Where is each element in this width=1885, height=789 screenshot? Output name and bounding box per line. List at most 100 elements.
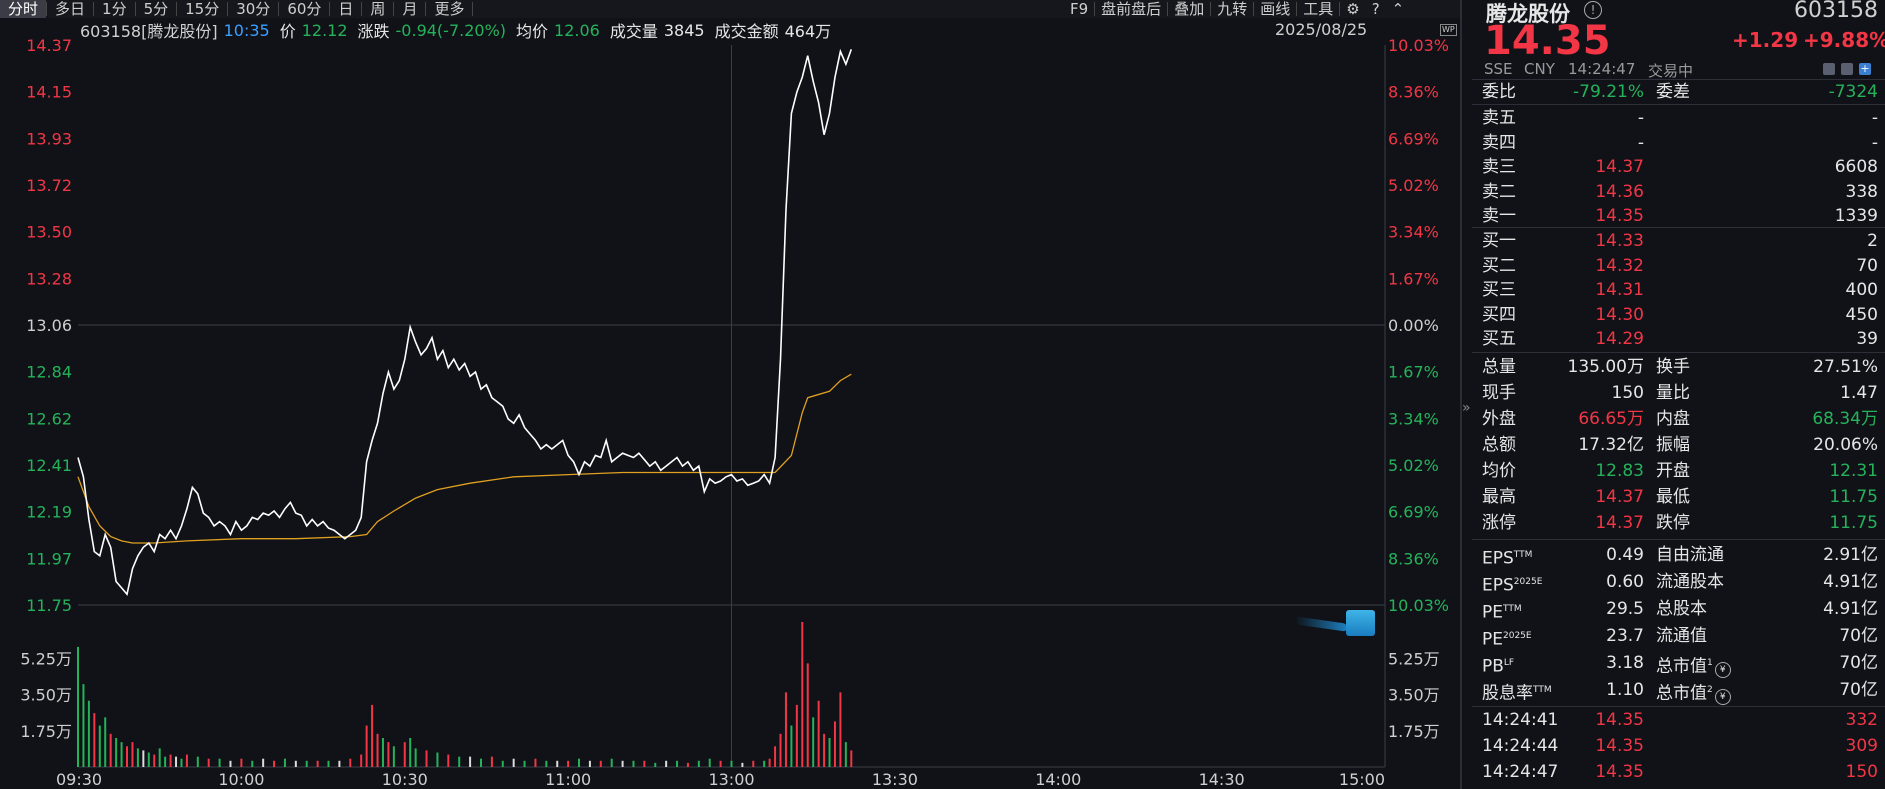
- plus-icon[interactable]: +: [1859, 62, 1871, 75]
- ask-volume: 6608: [1834, 157, 1878, 177]
- stats-row: 涨停 14.37 跌停 11.75: [1480, 511, 1882, 536]
- tick-volume: 150: [1845, 762, 1878, 782]
- period-tab-10[interactable]: 更多: [434, 0, 465, 18]
- fund-value: 1.10: [1606, 680, 1644, 700]
- bid-price: 14.30: [1595, 304, 1644, 325]
- ask-row[interactable]: 卖五 - -: [1480, 106, 1882, 131]
- bid-row[interactable]: 买三 14.31 400: [1480, 278, 1882, 303]
- wp-badge[interactable]: WP: [1440, 24, 1457, 36]
- cursor-vol: 3845: [663, 20, 705, 40]
- stat-label: 外盘: [1482, 409, 1516, 429]
- period-tab-9[interactable]: 月: [402, 0, 418, 18]
- ask-row[interactable]: 卖四 - -: [1480, 131, 1882, 156]
- ask-row[interactable]: 卖三 14.37 6608: [1480, 155, 1882, 180]
- period-tab-6[interactable]: 60分: [287, 0, 322, 18]
- period-tab-8[interactable]: 周: [370, 0, 386, 18]
- stat-label: 换手: [1656, 357, 1690, 377]
- ask-row[interactable]: 卖一 14.35 1339: [1480, 204, 1882, 229]
- ask-price: 14.36: [1595, 181, 1644, 202]
- intraday-chart[interactable]: 14.37 14.15 13.93 13.72 13.50 13.28 13.06 12.84…: [0, 0, 1460, 789]
- currency: CNY: [1524, 60, 1555, 78]
- stat-value: 68.34万: [1812, 409, 1878, 429]
- average-price-line: [77, 373, 852, 544]
- period-tab-0[interactable]: 分时: [0, 0, 47, 18]
- weicha-value: -7324: [1828, 82, 1878, 102]
- period-tab-5[interactable]: 30分: [236, 0, 271, 18]
- toolbar-separator: [1167, 2, 1169, 16]
- right-tick-label: 6.69%: [1388, 503, 1439, 522]
- stat-label: 量比: [1656, 383, 1690, 403]
- left-tick-label: 14.37: [26, 36, 72, 55]
- bid-row[interactable]: 买一 14.33 2: [1480, 229, 1882, 254]
- currency-circle-icon[interactable]: ¥: [1714, 688, 1731, 705]
- stat-label: 现手: [1482, 383, 1516, 403]
- time-tick-label: 15:00: [1339, 770, 1385, 789]
- bid-label: 买二: [1482, 255, 1516, 276]
- fund-label: PE2025E: [1482, 629, 1532, 650]
- fund-value: 70亿: [1839, 680, 1878, 700]
- bid-row[interactable]: 买四 14.30 450: [1480, 303, 1882, 328]
- collapse-chevron-icon[interactable]: »: [1462, 400, 1471, 416]
- tool-button-0[interactable]: F9: [1070, 0, 1089, 18]
- currency-circle-icon[interactable]: ¥: [1714, 661, 1731, 678]
- gear-icon[interactable]: ⚙: [1346, 0, 1360, 18]
- help-icon[interactable]: ?: [1371, 0, 1380, 18]
- bid-volume: 400: [1845, 280, 1878, 300]
- edit-icon[interactable]: [1823, 63, 1835, 75]
- tool-button-3[interactable]: 九转: [1217, 0, 1248, 18]
- minus-icon[interactable]: [1841, 63, 1853, 75]
- quote-time: 14:24:47: [1568, 60, 1636, 78]
- period-tab-4[interactable]: 15分: [185, 0, 220, 18]
- fund-label: PBLF: [1482, 656, 1515, 677]
- left-tick-label: 13.06: [26, 316, 72, 335]
- fund-value: 3.18: [1606, 653, 1644, 673]
- bid-price: 14.33: [1595, 231, 1644, 251]
- tool-button-4[interactable]: 画线: [1260, 0, 1291, 18]
- tick-volume: 332: [1845, 710, 1878, 730]
- toolbar-separator: [134, 2, 136, 16]
- stat-value: 17.32亿: [1578, 435, 1644, 455]
- tool-button-1[interactable]: 盘前盘后: [1101, 0, 1162, 18]
- period-tab-7[interactable]: 日: [338, 0, 354, 18]
- fund-label: 总市值2¥: [1656, 678, 1731, 707]
- left-tick-label: 12.84: [26, 363, 72, 382]
- stat-value: 150: [1611, 383, 1644, 403]
- bid-price: 14.29: [1595, 329, 1644, 349]
- period-tab-1[interactable]: 多日: [55, 0, 86, 18]
- volume-bars: [77, 622, 853, 767]
- stat-label: 振幅: [1656, 435, 1690, 455]
- info-circle-icon[interactable]: !: [1584, 1, 1602, 19]
- fund-label: 流通股本: [1656, 572, 1724, 592]
- tool-button-5[interactable]: 工具: [1303, 0, 1334, 18]
- weibi-value: -79.21%: [1573, 82, 1644, 102]
- stats-row: 均价 12.83 开盘 12.31: [1480, 459, 1882, 484]
- volume-tick-label: 1.75万: [1388, 722, 1440, 741]
- toolbar-separator: [1253, 2, 1255, 16]
- ask-row[interactable]: 卖二 14.36 338: [1480, 180, 1882, 205]
- toolbar-separator: [1094, 2, 1096, 16]
- chart-grid: [78, 45, 1386, 768]
- right-tick-label: 6.69%: [1388, 129, 1439, 148]
- fund-row: PBLF 3.18 总市值1¥ 70亿: [1480, 651, 1882, 678]
- stat-label: 总额: [1482, 435, 1516, 455]
- tool-button-2[interactable]: 叠加: [1174, 0, 1205, 18]
- period-tab-3[interactable]: 5分: [143, 0, 169, 18]
- ask-volume: -: [1871, 108, 1878, 128]
- fund-label: 总股本: [1656, 599, 1707, 619]
- volume-tick-label: 5.25万: [1388, 649, 1440, 668]
- right-tick-label: 8.36%: [1388, 549, 1439, 568]
- expand-icon[interactable]: ⌃: [1391, 0, 1405, 18]
- indicator-widget-icon[interactable]: [1346, 610, 1375, 636]
- fund-label: PETTM: [1482, 602, 1522, 623]
- cursor-avg: 12.06: [554, 20, 600, 40]
- bid-row[interactable]: 买二 14.32 70: [1480, 254, 1882, 279]
- bid-row[interactable]: 买五 14.29 39: [1480, 327, 1882, 352]
- stat-value: 27.51%: [1813, 357, 1878, 377]
- bid-volume: 2: [1867, 231, 1878, 251]
- stat-value: 1.47: [1840, 383, 1878, 403]
- stat-value: 11.75: [1829, 513, 1878, 533]
- change-label: 涨跌: [357, 22, 390, 41]
- period-tab-2[interactable]: 1分: [102, 0, 127, 18]
- cursor-price: 12.12: [301, 20, 348, 40]
- toolbar-separator: [472, 2, 474, 16]
